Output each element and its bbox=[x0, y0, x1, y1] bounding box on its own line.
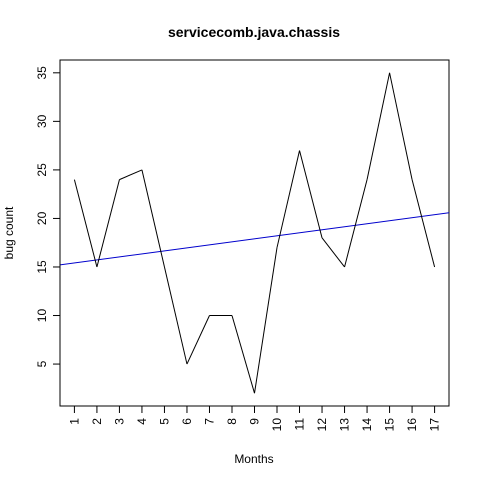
x-tick-label: 3 bbox=[112, 418, 126, 425]
series-segment bbox=[322, 238, 345, 267]
y-tick-label: 10 bbox=[35, 309, 49, 323]
x-tick-label: 9 bbox=[248, 418, 262, 425]
x-tick-label: 12 bbox=[315, 418, 329, 432]
series-segment bbox=[300, 150, 323, 237]
x-tick-label: 8 bbox=[225, 418, 239, 425]
trend-line bbox=[52, 212, 457, 266]
y-tick-label: 15 bbox=[35, 260, 49, 274]
series-segment bbox=[164, 267, 187, 364]
series-segment bbox=[119, 170, 142, 180]
x-tick-label: 13 bbox=[338, 418, 352, 432]
series-segment bbox=[345, 180, 368, 267]
y-tick-label: 20 bbox=[35, 211, 49, 225]
x-tick-label: 10 bbox=[270, 418, 284, 432]
x-tick-label: 7 bbox=[202, 418, 216, 425]
series-segment bbox=[412, 180, 435, 267]
x-tick-label: 14 bbox=[360, 418, 374, 432]
y-tick-label: 5 bbox=[35, 360, 49, 367]
chart-title: servicecomb.java.chassis bbox=[168, 24, 340, 40]
series-segment bbox=[232, 316, 255, 394]
series-segment bbox=[390, 73, 413, 180]
x-tick-label: 4 bbox=[135, 418, 149, 425]
x-tick-label: 5 bbox=[157, 418, 171, 425]
y-tick-label: 25 bbox=[35, 163, 49, 177]
series-segment bbox=[74, 180, 97, 267]
x-tick-label: 16 bbox=[405, 418, 419, 432]
series-segment bbox=[255, 248, 278, 394]
plot-frame bbox=[60, 60, 449, 406]
y-tick-label: 35 bbox=[35, 66, 49, 80]
x-tick-label: 6 bbox=[180, 418, 194, 425]
x-tick-label: 15 bbox=[383, 418, 397, 432]
series-segment bbox=[367, 73, 390, 180]
x-tick-label: 17 bbox=[428, 418, 442, 432]
x-tick-label: 1 bbox=[67, 418, 81, 425]
y-axis-label: bug count bbox=[2, 206, 16, 259]
x-axis-label: Months bbox=[234, 452, 273, 466]
series-segment bbox=[97, 180, 120, 267]
x-tick-label: 2 bbox=[90, 418, 104, 425]
series-segment bbox=[187, 316, 210, 365]
x-tick-label: 11 bbox=[293, 418, 307, 431]
y-tick-label: 30 bbox=[35, 114, 49, 128]
